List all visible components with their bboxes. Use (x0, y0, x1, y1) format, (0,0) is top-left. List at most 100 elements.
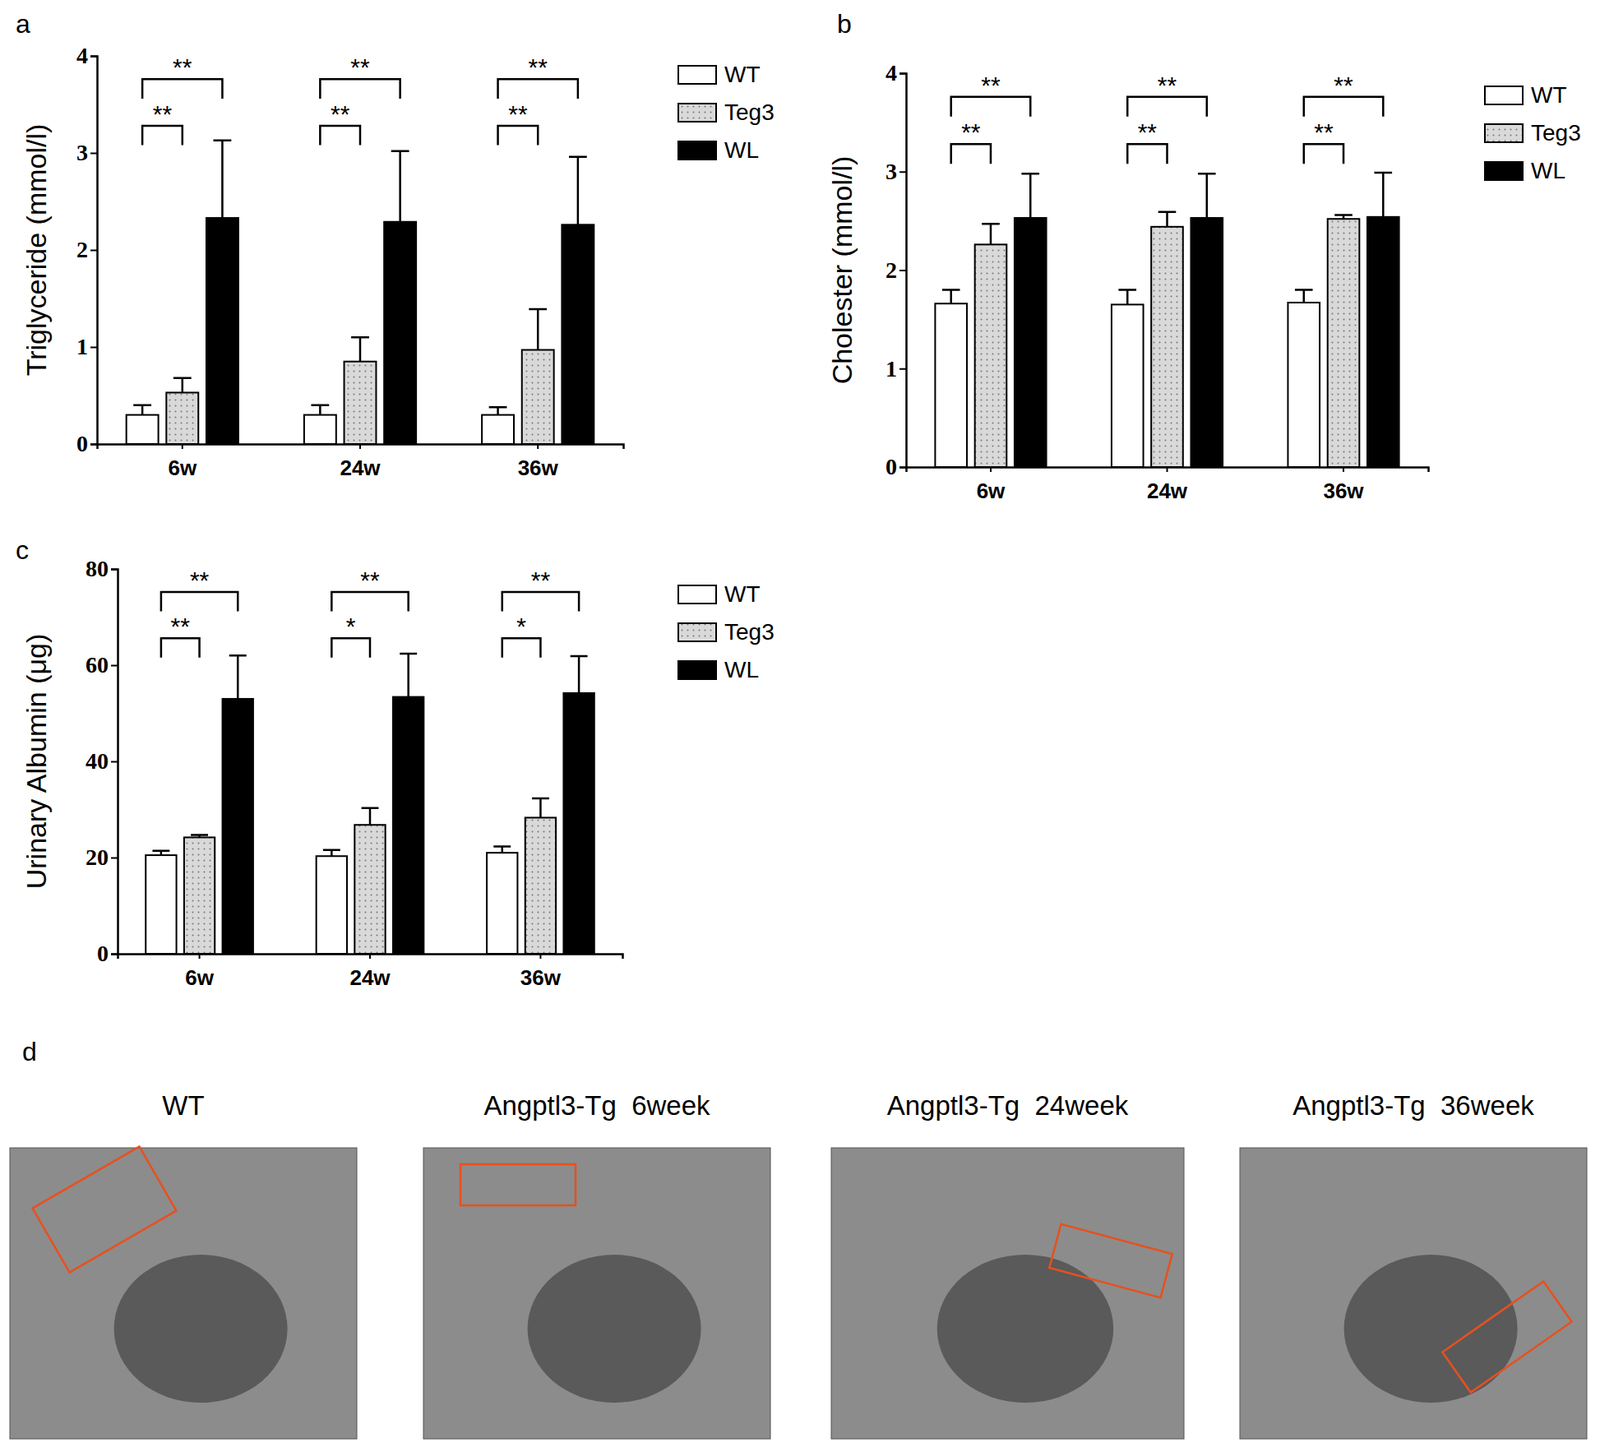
tick: 1 (885, 356, 907, 382)
tick-label: 24w (1146, 478, 1189, 504)
highlight-box (32, 1146, 177, 1273)
y-axis: 020406080 (85, 555, 119, 967)
significance-bracket (161, 591, 238, 611)
micrograph-detail (114, 1254, 288, 1403)
legend-label: WT (1530, 82, 1568, 108)
significance-bracket (498, 78, 579, 99)
tick: 36w (517, 443, 560, 481)
error-bar (493, 846, 511, 854)
tick-mark (110, 568, 118, 571)
tick: 0 (76, 430, 98, 457)
error-bar (133, 405, 152, 416)
legend-label: Teg3 (724, 99, 775, 125)
legend-label: Teg3 (1530, 120, 1582, 146)
tick: 24w (349, 953, 391, 990)
axis-title: Triglyceride (mmol/l) (20, 124, 52, 377)
tick-mark (1166, 467, 1169, 472)
highlight-box (1049, 1224, 1172, 1298)
tick-mark (90, 55, 98, 58)
tick: 36w (1322, 467, 1365, 504)
bar (934, 303, 967, 468)
tick-label: 40 (85, 748, 109, 774)
axis-line (110, 569, 119, 955)
error-bar (531, 798, 550, 818)
micrograph-detail (1344, 1254, 1518, 1403)
bar (1367, 217, 1400, 468)
panel-label: d (22, 1036, 37, 1067)
tick-label: 0 (885, 453, 898, 480)
bar (354, 824, 385, 954)
tick-mark (899, 171, 907, 173)
tick-mark (181, 443, 184, 449)
x-axis: 6w 24w 36w (906, 467, 1429, 504)
bar (522, 350, 555, 444)
significance-label: ** (171, 612, 191, 640)
legend: WTTeg3WL (678, 581, 775, 683)
significance-bracket (331, 591, 408, 611)
tick-mark (90, 443, 98, 446)
significance-label: ** (350, 53, 370, 81)
error-bar (323, 850, 341, 857)
legend-swatch (678, 585, 717, 604)
chart: a012346w24w36wTriglyceride (mmol/l)*****… (15, 9, 775, 481)
significance-bracket (142, 125, 183, 146)
error-bar (981, 223, 1000, 245)
significance-label: ** (961, 118, 981, 146)
significance-label: ** (330, 100, 351, 128)
image-title: Angptl3-Tg 6week (483, 1090, 711, 1121)
error-bar (1118, 289, 1137, 305)
tick-mark (90, 249, 98, 252)
legend-swatch (678, 661, 717, 680)
legend: WTTeg3WL (678, 61, 775, 163)
error-bar (399, 653, 417, 698)
bar (1287, 302, 1320, 468)
tick: 0 (885, 453, 907, 480)
significance-bracket (1304, 97, 1384, 117)
bar (383, 221, 417, 444)
image-title: WT (161, 1090, 204, 1121)
tick-mark (90, 152, 98, 155)
tick-label: 20 (85, 844, 109, 870)
error-bar (1158, 212, 1177, 227)
bar (206, 217, 239, 444)
bar (1111, 304, 1144, 468)
tick-label: 0 (97, 940, 109, 967)
tick-label: 6w (167, 455, 197, 481)
significance-bracket (1127, 143, 1167, 164)
chart-title: a (15, 9, 31, 39)
legend-swatch (1484, 161, 1523, 181)
tick-label: 6w (184, 965, 214, 990)
chart: c0204060806w24w36wUrinary Albumin (μg)**… (15, 535, 775, 990)
tick-mark (899, 368, 907, 370)
significance-bracket (331, 638, 370, 657)
bar (184, 836, 215, 954)
error-bar (568, 157, 588, 226)
significance-label: * (346, 612, 357, 640)
significance-bracket (319, 125, 361, 146)
error-bar (351, 337, 370, 362)
chart: b012346w24w36wCholester (mmol/l)********… (826, 9, 1582, 504)
legend-swatch (678, 141, 717, 160)
highlight-box (460, 1164, 576, 1206)
significance-label: ** (189, 566, 210, 594)
tick: 3 (76, 139, 98, 166)
bar (525, 817, 556, 954)
bar (166, 392, 199, 444)
figure: a012346w24w36wTriglyceride (mmol/l)*****… (0, 0, 1600, 1443)
tick: 6w (976, 467, 1006, 504)
tick-mark (539, 953, 542, 959)
panel-d: dWTAngptl3-Tg 6weekAngptl3-Tg 24weekAngp… (9, 1036, 1587, 1439)
y-axis: 01234 (76, 42, 98, 457)
bar (563, 693, 594, 954)
bar (222, 698, 254, 954)
bar (1151, 226, 1184, 468)
tick-mark (899, 467, 907, 469)
legend-label: WL (724, 656, 759, 683)
axis-line (118, 954, 624, 960)
tick: 2 (76, 236, 98, 263)
tick: 6w (167, 443, 197, 481)
y-axis: 01234 (885, 60, 907, 480)
tick-mark (359, 443, 361, 449)
significance-bracket (498, 125, 539, 146)
tick-label: 2 (76, 236, 88, 263)
